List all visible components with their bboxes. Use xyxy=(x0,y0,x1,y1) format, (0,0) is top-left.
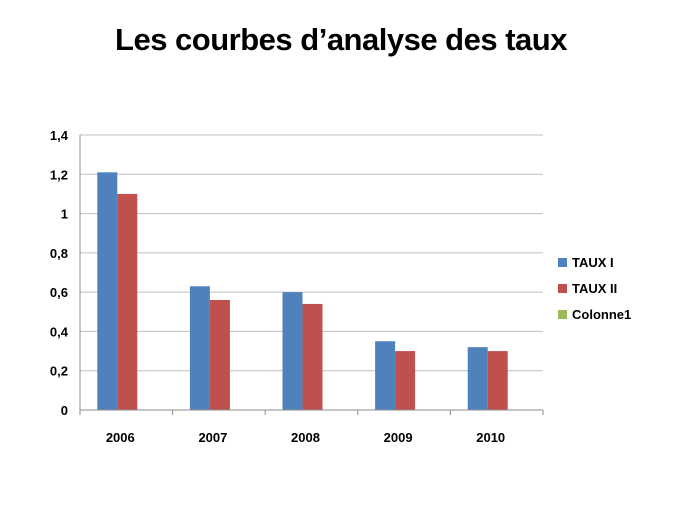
y-tick-label: 1,2 xyxy=(50,167,68,182)
y-tick-label: 0,4 xyxy=(50,324,69,339)
bar xyxy=(467,347,488,410)
x-axis: 2006 2007 2008 2009 2010 xyxy=(79,135,544,445)
y-axis-ticks: 0 0,2 0,4 0,6 0,8 1 1,2 1,4 xyxy=(50,128,69,418)
legend-swatch xyxy=(558,284,567,293)
x-tick-label: 2008 xyxy=(291,430,320,445)
bar xyxy=(209,300,230,410)
x-tick-label: 2007 xyxy=(198,430,227,445)
legend-label: TAUX I xyxy=(572,255,614,270)
y-tick-label: 0,2 xyxy=(50,364,68,379)
bar xyxy=(282,292,303,410)
legend-label: Colonne1 xyxy=(572,307,631,322)
x-tick-label: 2009 xyxy=(384,430,413,445)
legend: TAUX I TAUX II Colonne1 xyxy=(558,255,631,322)
bar xyxy=(487,351,508,410)
chart-title: Les courbes d’analyse des taux xyxy=(115,22,567,57)
x-tick-label: 2010 xyxy=(476,430,505,445)
bar xyxy=(375,341,396,410)
bar xyxy=(117,193,138,410)
y-tick-label: 0,8 xyxy=(50,246,68,261)
legend-swatch xyxy=(558,310,567,319)
bar xyxy=(189,286,210,410)
y-tick-label: 0 xyxy=(61,403,68,418)
legend-swatch xyxy=(558,258,567,267)
bar xyxy=(97,172,118,410)
bars xyxy=(97,172,508,410)
bar xyxy=(395,351,416,410)
y-tick-label: 1 xyxy=(61,207,68,222)
y-tick-label: 1,4 xyxy=(50,128,69,143)
bar xyxy=(302,303,323,410)
y-tick-label: 0,6 xyxy=(50,285,68,300)
legend-label: TAUX II xyxy=(572,281,617,296)
x-tick-label: 2006 xyxy=(106,430,135,445)
